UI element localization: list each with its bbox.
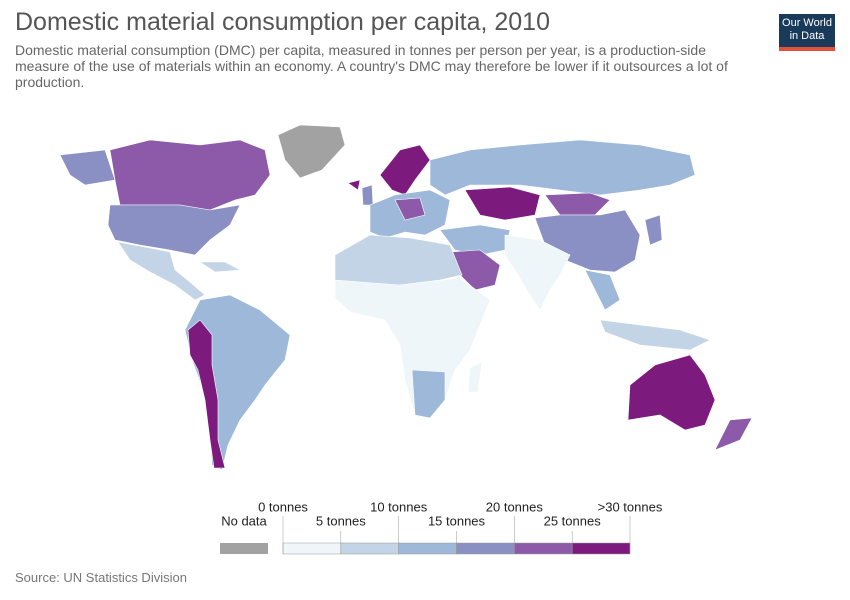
legend-swatch xyxy=(456,542,515,555)
legend-label: 5 tonnes xyxy=(316,513,366,528)
title: Domestic material consumption per capita… xyxy=(15,8,550,36)
no-data-swatch xyxy=(220,543,268,554)
madagascar xyxy=(467,361,483,393)
canada xyxy=(109,139,271,211)
indonesia xyxy=(599,319,711,351)
russia xyxy=(429,139,696,196)
legend-label: >30 tonnes xyxy=(598,499,663,514)
caribbean xyxy=(199,261,242,273)
alaska xyxy=(59,149,116,186)
legend-label: 10 tonnes xyxy=(370,499,428,514)
no-data-label: No data xyxy=(221,513,267,528)
source: Source: UN Statistics Division xyxy=(15,570,187,585)
usa xyxy=(107,204,241,256)
legend-swatch xyxy=(282,542,342,555)
kazakhstan xyxy=(464,186,541,221)
mongolia xyxy=(544,192,611,216)
japan xyxy=(644,214,663,246)
southern-africa xyxy=(411,369,446,419)
southeast-asia xyxy=(584,269,621,311)
subtitle: Domestic material consumption (DMC) per … xyxy=(15,42,728,90)
legend-label: 20 tonnes xyxy=(486,499,544,514)
new-zealand xyxy=(714,417,753,451)
australia xyxy=(627,354,716,431)
legend-swatch xyxy=(514,542,573,555)
peru-chile xyxy=(187,319,226,469)
central-europe xyxy=(394,197,426,221)
legend-label: 0 tonnes xyxy=(258,499,308,514)
iceland xyxy=(347,179,361,191)
logo[interactable]: Our World in Data xyxy=(779,14,835,51)
greenland xyxy=(277,124,346,179)
scandinavia xyxy=(379,144,431,196)
legend-label: 25 tonnes xyxy=(544,513,602,528)
legend-label: 15 tonnes xyxy=(428,513,486,528)
legend-swatch xyxy=(398,542,457,555)
legend-swatch xyxy=(340,542,399,555)
mexico xyxy=(117,241,206,301)
legend-swatch xyxy=(571,542,631,555)
world-map xyxy=(59,124,753,471)
africa xyxy=(334,277,491,419)
uk xyxy=(361,184,374,206)
india xyxy=(504,234,571,311)
